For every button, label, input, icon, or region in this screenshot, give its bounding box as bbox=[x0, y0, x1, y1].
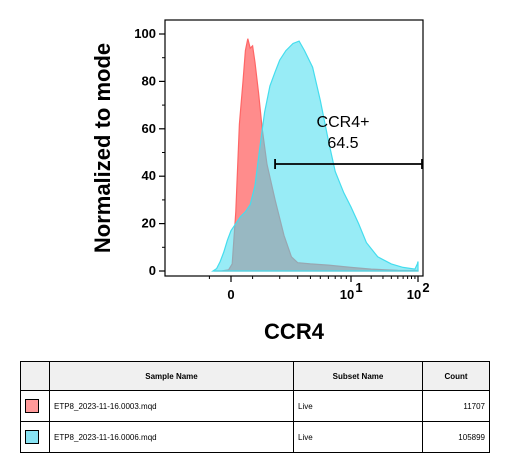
legend-header-swatch bbox=[20, 361, 50, 391]
x-axis-title: CCR4 bbox=[264, 319, 325, 344]
plot-frame bbox=[164, 19, 424, 277]
gate-name: CCR4+ bbox=[317, 114, 370, 131]
y-axis-ticks: 0 20 40 60 80 100 bbox=[134, 26, 165, 278]
y-axis-title: Normalized to mode bbox=[90, 43, 115, 253]
y-tick-label: 0 bbox=[149, 263, 156, 278]
x-tick-label: 10 bbox=[407, 287, 421, 302]
legend-swatch-cell bbox=[20, 421, 50, 453]
ccr4-positive-gate[interactable]: CCR4+ 64.5 bbox=[274, 114, 423, 169]
legend-count: 11707 bbox=[422, 390, 490, 422]
y-tick-label: 40 bbox=[142, 168, 156, 183]
legend-sample-name: ETP8_2023-11-16.0003.mqd bbox=[49, 390, 294, 422]
legend-sample-name: ETP8_2023-11-16.0006.mqd bbox=[49, 421, 294, 453]
x-tick-label: 10 bbox=[340, 287, 354, 302]
legend-row[interactable]: ETP8_2023-11-16.0006.mqd Live 105899 bbox=[20, 421, 490, 453]
legend-subset-name: Live bbox=[293, 390, 423, 422]
histogram-series-2 bbox=[211, 40, 419, 272]
x-tick-exponent: 2 bbox=[422, 280, 429, 295]
y-tick-label: 20 bbox=[142, 216, 156, 231]
legend-count: 105899 bbox=[422, 421, 490, 453]
histogram-curves bbox=[211, 38, 419, 272]
y-tick-label: 60 bbox=[142, 121, 156, 136]
y-tick-label: 100 bbox=[134, 26, 156, 41]
legend-header-count[interactable]: Count bbox=[422, 361, 490, 391]
x-tick-label: 0 bbox=[227, 287, 234, 302]
legend-subset-name: Live bbox=[293, 421, 423, 453]
legend-swatch bbox=[25, 430, 39, 444]
legend-swatch-cell bbox=[20, 390, 50, 422]
x-axis-ticks: 0 10 1 10 2 bbox=[208, 276, 430, 302]
y-tick-label: 80 bbox=[142, 73, 156, 88]
gate-percentage: 64.5 bbox=[327, 135, 358, 152]
sample-legend-table: Sample Name Subset Name Count ETP8_2023-… bbox=[20, 361, 490, 453]
legend-swatch bbox=[25, 399, 39, 413]
legend-header-sample[interactable]: Sample Name bbox=[49, 361, 294, 391]
legend-header-subset[interactable]: Subset Name bbox=[293, 361, 423, 391]
legend-header-row: Sample Name Subset Name Count bbox=[20, 361, 490, 391]
legend-row[interactable]: ETP8_2023-11-16.0003.mqd Live 11707 bbox=[20, 390, 490, 422]
x-tick-exponent: 1 bbox=[355, 280, 362, 295]
